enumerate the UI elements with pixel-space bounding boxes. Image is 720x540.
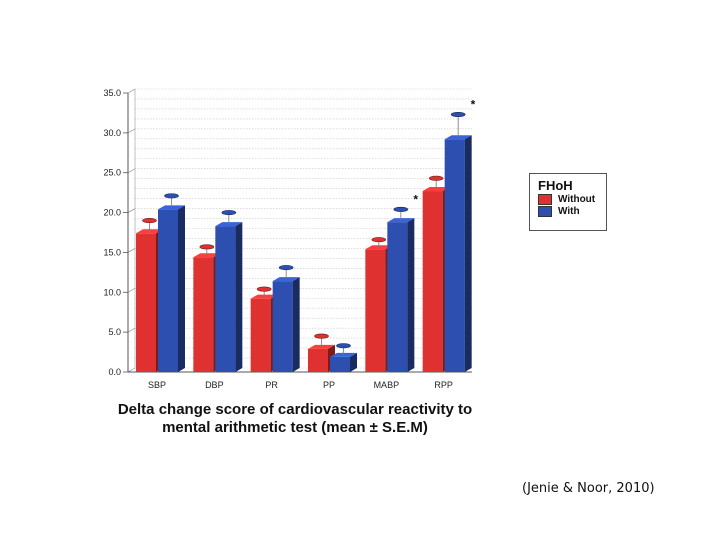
y-tick-depth bbox=[127, 327, 136, 333]
caption-line-1: Delta change score of cardiovascular rea… bbox=[117, 401, 473, 418]
x-tick-label: PP bbox=[323, 380, 335, 390]
x-tick-label: MABP bbox=[374, 380, 400, 390]
legend-label-without: Without bbox=[558, 194, 596, 205]
y-tick-label: 20.0 bbox=[103, 208, 121, 218]
bar-with-sbp bbox=[158, 209, 178, 372]
significance-marker: * bbox=[413, 192, 418, 206]
legend-item-without: Without bbox=[530, 193, 606, 205]
caption-line-2: mental arithmetic test (mean ± S.E.M) bbox=[162, 419, 428, 436]
y-tick-depth bbox=[127, 208, 136, 213]
bar-without-pr bbox=[250, 298, 271, 372]
error-cap bbox=[314, 333, 329, 339]
bar-without-dbp bbox=[193, 257, 214, 372]
bar-side bbox=[407, 218, 415, 372]
error-cap bbox=[278, 265, 294, 271]
chart-caption: Delta change score of cardiovascular rea… bbox=[60, 401, 530, 437]
bar-with-pr bbox=[272, 281, 293, 372]
y-tick-depth bbox=[127, 248, 136, 253]
y-tick-label: 10.0 bbox=[103, 287, 121, 297]
y-tick-label: 15.0 bbox=[103, 247, 121, 257]
bar-with-dbp bbox=[215, 226, 236, 372]
legend-swatch-without bbox=[538, 194, 552, 205]
x-tick-label: DBP bbox=[205, 380, 224, 390]
x-tick-label: PR bbox=[265, 380, 278, 390]
bar-with-mabp bbox=[387, 222, 408, 372]
bar-side bbox=[464, 135, 472, 372]
y-tick-label: 35.0 bbox=[103, 88, 121, 98]
y-tick-depth bbox=[127, 168, 136, 173]
y-tick-depth bbox=[127, 88, 136, 94]
bar-side bbox=[178, 205, 185, 372]
error-cap bbox=[142, 218, 157, 224]
error-cap bbox=[336, 343, 351, 349]
y-tick-label: 25.0 bbox=[103, 168, 121, 178]
error-cap bbox=[450, 112, 466, 118]
y-tick-label: 30.0 bbox=[103, 128, 121, 138]
y-tick-depth bbox=[127, 288, 136, 293]
bar-side bbox=[235, 222, 243, 372]
error-cap bbox=[371, 237, 387, 243]
citation: (Jenie & Noor, 2010) bbox=[522, 481, 655, 496]
legend-label-with: With bbox=[558, 206, 580, 217]
bar-without-rpp bbox=[422, 191, 443, 372]
legend-item-with: With bbox=[530, 205, 606, 217]
legend-title: FHoH bbox=[538, 178, 573, 193]
y-tick-depth bbox=[127, 367, 136, 373]
chart-legend: FHoH Without With bbox=[529, 173, 607, 231]
error-cap bbox=[199, 244, 215, 250]
y-tick-label: 5.0 bbox=[108, 327, 121, 337]
legend-swatch-with bbox=[538, 206, 552, 217]
error-cap bbox=[428, 175, 444, 181]
significance-marker: * bbox=[471, 98, 476, 112]
bar-side bbox=[350, 352, 357, 372]
bar-without-mabp bbox=[365, 249, 386, 372]
bar-with-pp bbox=[330, 356, 350, 372]
y-tick-depth bbox=[127, 128, 136, 134]
error-cap bbox=[221, 210, 237, 216]
bar-without-sbp bbox=[136, 233, 156, 372]
x-tick-label: SBP bbox=[148, 380, 166, 390]
bar-without-pp bbox=[308, 348, 328, 372]
error-cap bbox=[393, 206, 409, 212]
x-tick-label: RPP bbox=[434, 380, 453, 390]
bar-with-rpp bbox=[444, 139, 465, 372]
error-cap bbox=[164, 193, 179, 199]
y-tick-label: 0.0 bbox=[108, 367, 121, 377]
error-cap bbox=[256, 286, 272, 292]
bar-side bbox=[292, 277, 300, 372]
